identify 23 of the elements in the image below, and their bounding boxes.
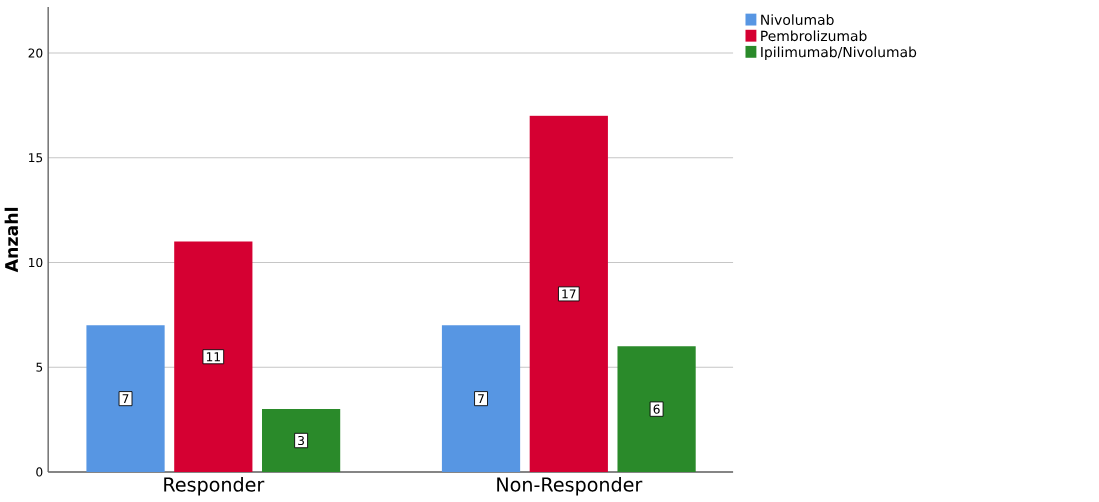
bar xyxy=(441,325,521,473)
y-tick-label: 0 xyxy=(36,467,43,477)
legend-label: Pembrolizumab xyxy=(761,30,867,42)
data-label: 6 xyxy=(653,404,660,414)
data-label: 7 xyxy=(478,394,484,404)
bar xyxy=(86,325,165,473)
data-label: 17 xyxy=(562,289,576,299)
data-label: 7 xyxy=(122,394,129,404)
data-label: 3 xyxy=(298,436,304,446)
legend-label: Nivolumab xyxy=(761,14,834,26)
bar xyxy=(529,116,608,473)
bar xyxy=(261,409,341,473)
x-tick-label: Non-Responder xyxy=(497,477,643,496)
data-label: 11 xyxy=(206,352,220,362)
x-tick-label: Responder xyxy=(164,477,265,496)
y-axis-title: Anzahl xyxy=(4,208,19,273)
bar xyxy=(174,241,253,473)
bar xyxy=(617,346,696,473)
legend-label: Ipilimumab/Nivolumab xyxy=(761,46,917,61)
y-tick-label: 5 xyxy=(36,362,43,372)
y-tick-label: 15 xyxy=(29,153,43,163)
y-tick-label: 10 xyxy=(29,258,43,268)
y-tick-label: 20 xyxy=(28,48,43,58)
